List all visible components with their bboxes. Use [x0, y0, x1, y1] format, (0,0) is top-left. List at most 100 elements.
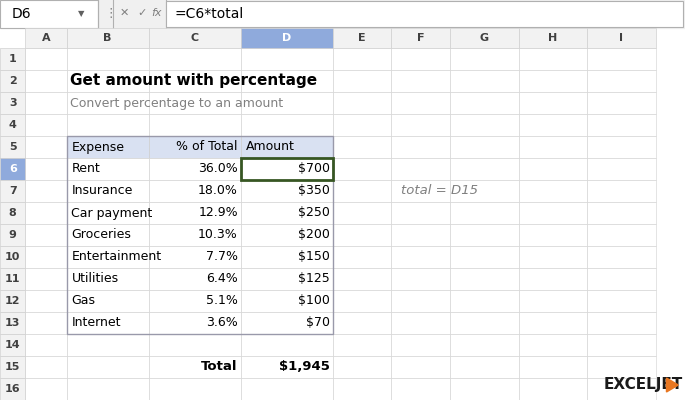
- Bar: [149, 136, 241, 158]
- Text: $250: $250: [298, 206, 330, 220]
- Bar: [66, 246, 149, 268]
- Text: 3.6%: 3.6%: [206, 316, 238, 330]
- Bar: [332, 356, 391, 378]
- Bar: [66, 312, 149, 334]
- Bar: [66, 202, 149, 224]
- Bar: [519, 70, 587, 92]
- Bar: [391, 136, 450, 158]
- Bar: [66, 290, 149, 312]
- Text: 6.4%: 6.4%: [206, 272, 238, 286]
- Bar: [149, 92, 241, 114]
- Bar: [149, 378, 241, 400]
- Bar: [450, 356, 519, 378]
- Bar: [519, 224, 587, 246]
- Bar: [450, 70, 519, 92]
- Bar: [66, 290, 149, 312]
- Bar: [149, 136, 241, 158]
- Bar: [332, 246, 391, 268]
- Bar: [332, 28, 391, 48]
- Bar: [391, 48, 450, 70]
- Text: 10: 10: [5, 252, 20, 262]
- Text: 12.9%: 12.9%: [198, 206, 238, 220]
- Text: 3: 3: [9, 98, 17, 108]
- Bar: [587, 158, 656, 180]
- Bar: [450, 224, 519, 246]
- Bar: [241, 246, 332, 268]
- Bar: [519, 268, 587, 290]
- Bar: [332, 136, 391, 158]
- Bar: [241, 268, 332, 290]
- Bar: [450, 114, 519, 136]
- Text: $125: $125: [298, 272, 330, 286]
- Text: Insurance: Insurance: [71, 184, 133, 198]
- Text: Rent: Rent: [71, 162, 100, 176]
- Bar: [66, 202, 149, 224]
- Bar: [167, 1, 683, 27]
- Bar: [519, 334, 587, 356]
- Bar: [66, 136, 149, 158]
- Bar: [519, 136, 587, 158]
- Bar: [149, 202, 241, 224]
- Bar: [241, 290, 332, 312]
- Bar: [450, 48, 519, 70]
- Bar: [519, 92, 587, 114]
- Bar: [332, 312, 391, 334]
- Bar: [587, 202, 656, 224]
- Bar: [391, 246, 450, 268]
- Bar: [0, 246, 25, 268]
- Bar: [149, 268, 241, 290]
- Bar: [149, 224, 241, 246]
- Bar: [391, 180, 450, 202]
- Bar: [25, 378, 66, 400]
- Bar: [25, 28, 66, 48]
- Bar: [241, 180, 332, 202]
- Text: ⋮: ⋮: [105, 8, 117, 20]
- Bar: [519, 290, 587, 312]
- Bar: [332, 202, 391, 224]
- Bar: [450, 180, 519, 202]
- Text: 7: 7: [9, 186, 17, 196]
- Text: 12: 12: [5, 296, 20, 306]
- Bar: [66, 180, 149, 202]
- Bar: [587, 114, 656, 136]
- Bar: [332, 180, 391, 202]
- Bar: [25, 70, 66, 92]
- Bar: [587, 290, 656, 312]
- Bar: [149, 158, 241, 180]
- Bar: [519, 158, 587, 180]
- Bar: [149, 114, 241, 136]
- Bar: [587, 268, 656, 290]
- Bar: [66, 48, 149, 70]
- Bar: [332, 334, 391, 356]
- Bar: [241, 28, 332, 48]
- Bar: [149, 268, 241, 290]
- Text: Convert percentage to an amount: Convert percentage to an amount: [71, 96, 284, 110]
- Bar: [0, 378, 25, 400]
- Bar: [241, 158, 332, 180]
- Bar: [332, 290, 391, 312]
- Bar: [391, 70, 450, 92]
- Bar: [241, 290, 332, 312]
- Bar: [25, 158, 66, 180]
- Text: Expense: Expense: [71, 140, 125, 154]
- Text: 1: 1: [9, 54, 17, 64]
- Bar: [391, 312, 450, 334]
- Bar: [241, 268, 332, 290]
- Text: 10.3%: 10.3%: [198, 228, 238, 242]
- Text: Get amount with percentage: Get amount with percentage: [71, 74, 318, 88]
- Bar: [0, 136, 25, 158]
- Text: 2: 2: [9, 76, 17, 86]
- Text: 36.0%: 36.0%: [198, 162, 238, 176]
- Bar: [149, 290, 241, 312]
- Bar: [241, 180, 332, 202]
- Bar: [149, 28, 241, 48]
- Bar: [241, 136, 332, 158]
- Bar: [519, 48, 587, 70]
- Bar: [519, 378, 587, 400]
- Bar: [66, 224, 149, 246]
- Bar: [391, 224, 450, 246]
- Bar: [587, 246, 656, 268]
- Bar: [25, 136, 66, 158]
- Bar: [66, 378, 149, 400]
- Bar: [0, 356, 25, 378]
